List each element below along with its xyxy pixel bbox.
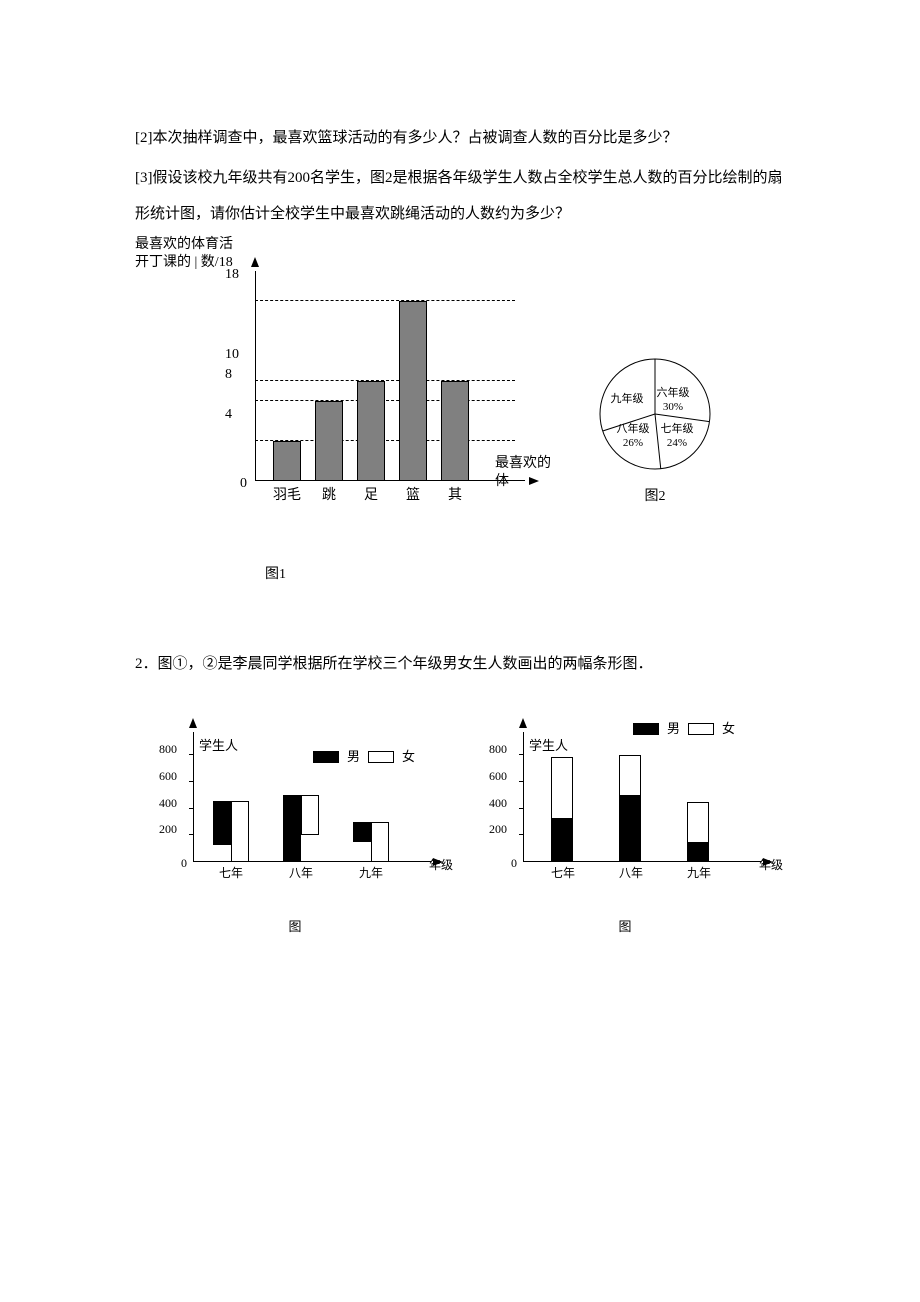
chart1-caption: 图1 [265,558,286,592]
legend-label-female: 女 [402,750,415,763]
legend-label-male: 男 [347,750,360,763]
pie-slice-label: 六年级 [657,385,690,399]
mini1-origin: 0 [181,849,187,878]
legend-label-male-2: 男 [667,722,680,735]
figure-row-2: 学生人 男 女 0 200400600800 七年八年九年 年级 图 学生人 男… [145,722,785,902]
pie-svg: 六年级 30% 九年级八年级 26% 七年级 24% [595,354,715,474]
ytick-label: 200 [489,823,507,835]
bar-male [687,842,709,862]
ytick-label: 800 [489,743,507,755]
chart1-bar [273,441,301,481]
chart1-xtick-label: 其 [435,488,475,505]
chart1-origin: 0 [240,467,247,501]
chart1-x-title-l1: 最喜欢的 [495,456,551,471]
xtick-label: 九年 [679,866,719,880]
chart1-x-title-l2: 体 [495,474,509,489]
chart1-bar [441,381,469,481]
chart1-plot-area: 0 481018 羽毛跳足篮其 最喜欢的 体 [255,281,515,481]
mini1-caption: 图 [145,911,445,942]
pie-slice-pct: 26% [623,437,643,449]
stacked-bar [619,755,641,862]
chart1-gridline [255,380,515,381]
bar-male [283,795,301,862]
question-3-text: [3]假设该校九年级共有200名学生，图2是根据各年级学生人数占全校学生总人数的… [135,160,785,232]
bar-chart-fig1: 最喜欢的体育活 开丁课的 | 数/18 0 481018 羽毛跳足篮其 最喜欢的… [135,236,535,536]
bar-male [213,801,231,845]
chart1-y-title: 最喜欢的体育活 开丁课的 | 数/18 [135,236,233,272]
mini1-x-title: 年级 [429,851,453,880]
bar-female [551,757,573,818]
chart1-x-title: 最喜欢的 体 [495,455,585,491]
bar-female [371,822,389,862]
pie-caption: 图2 [565,480,745,514]
grouped-bar-pair [353,822,389,862]
ytick-label: 800 [159,743,177,755]
chart1-title-line1: 最喜欢的体育活 [135,237,233,252]
chart1-xtick-label: 跳 [309,488,349,505]
chart1-xtick-label: 羽毛 [267,488,307,505]
chart1-bar [315,401,343,481]
chart1-gridline [255,300,515,301]
problem-2-text: 2．图①，②是李晨同学根据所在学校三个年级男女生人数画出的两幅条形图． [135,646,785,682]
ytick-label: 400 [489,797,507,809]
bar-male [353,822,371,842]
grouped-bar-pair [283,795,319,862]
pie-slice-label: 八年级 [617,421,650,435]
legend-swatch-male [313,751,339,763]
chart1-title-line2: 开丁课的 | 数/18 [135,255,233,270]
legend-label-female-2: 女 [722,722,735,735]
mini2-x-title: 年级 [759,851,783,880]
legend-swatch-male-2 [633,723,659,735]
pie-slice-pct: 24% [667,437,687,449]
mini1-legend: 男 女 [313,750,415,763]
mini2-caption: 图 [475,911,775,942]
ytick-label: 600 [489,770,507,782]
mini1-y-axis [193,732,194,862]
xtick-label: 八年 [611,866,651,880]
grouped-bar-chart: 学生人 男 女 0 200400600800 七年八年九年 年级 图 [145,722,445,902]
mini2-y-axis [523,732,524,862]
stacked-bar [687,802,709,862]
bar-female [619,755,641,795]
xtick-label: 七年 [211,866,251,880]
legend-swatch-female [368,751,394,763]
chart1-bar [399,301,427,481]
pie-slice-label: 九年级 [611,391,644,405]
chart1-ytick-label: 10 [225,339,239,373]
ytick-label: 600 [159,770,177,782]
mini2-y-title: 学生人 [529,738,568,754]
bar-female [231,801,249,862]
chart1-y-axis [255,271,256,481]
chart1-ytick-label: 18 [225,259,239,293]
pie-slice-pct: 30% [663,401,683,413]
pie-chart-fig2: 六年级 30% 九年级八年级 26% 七年级 24% 图2 [565,354,745,536]
figure-row-1: 最喜欢的体育活 开丁课的 | 数/18 0 481018 羽毛跳足篮其 最喜欢的… [135,236,785,536]
stacked-bar [551,757,573,862]
bar-male [619,795,641,862]
bar-female [301,795,319,835]
xtick-label: 九年 [351,866,391,880]
mini2-origin: 0 [511,849,517,878]
mini1-y-title: 学生人 [199,738,238,754]
chart1-gridline [255,400,515,401]
grouped-bar-pair [213,801,249,862]
ytick-label: 200 [159,823,177,835]
chart1-ytick-label: 4 [225,399,232,433]
question-2-text: [2]本次抽样调查中，最喜欢篮球活动的有多少人？占被调查人数的百分比是多少？ [135,120,785,156]
legend-swatch-female-2 [688,723,714,735]
chart1-bar [357,381,385,481]
ytick-label: 400 [159,797,177,809]
xtick-label: 七年 [543,866,583,880]
bar-male [551,818,573,862]
pie-slice-label: 七年级 [661,421,694,435]
bar-female [687,802,709,842]
xtick-label: 八年 [281,866,321,880]
chart1-xtick-label: 篮 [393,488,433,505]
stacked-bar-chart: 学生人 男 女 0 200400600800 七年八年九年 年级 图 [475,722,775,902]
mini2-legend: 男 女 [633,722,735,735]
chart1-xtick-label: 足 [351,488,391,505]
